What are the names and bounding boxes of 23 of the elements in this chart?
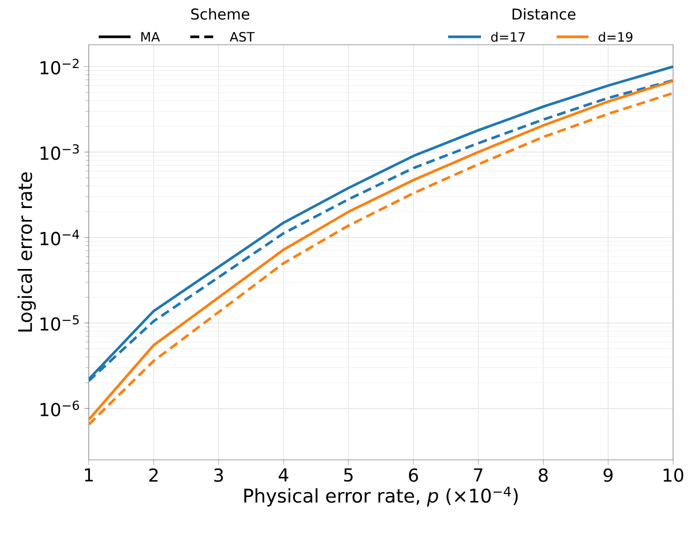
- x-tick-label: 1: [85, 468, 93, 482]
- x-tick-label: 9: [604, 468, 613, 482]
- x-tick-label: 8: [538, 468, 548, 482]
- x-tick-label: 4: [278, 468, 288, 482]
- y-tick-label: 10$^{−2}$: [40, 58, 79, 74]
- text: d=17: [491, 32, 525, 42]
- y-tick-label: 10$^{−5}$: [40, 314, 79, 331]
- y-axis-title: Logical error rate: [18, 172, 36, 332]
- x-tick-label: 5: [344, 468, 353, 482]
- text: AST: [230, 32, 255, 42]
- x-tick-label: 10: [664, 468, 684, 482]
- y-tick-label: 10$^{−3}$: [40, 144, 79, 160]
- text: Scheme: [191, 8, 250, 20]
- y-tick-label: 10$^{−4}$: [40, 230, 80, 246]
- x-tick-label: 3: [214, 468, 223, 482]
- y-tick-label: 10$^{−6}$: [40, 400, 79, 416]
- x-axis-title: Physical error rate, p (×10$^{−4}$): [244, 486, 518, 506]
- x-tick-label: 7: [474, 468, 482, 482]
- text: d=19: [598, 32, 632, 42]
- x-tick-label: 2: [149, 468, 158, 482]
- text: MA: [141, 32, 160, 42]
- x-tick-label: 6: [408, 468, 418, 482]
- text: Distance: [512, 8, 576, 20]
